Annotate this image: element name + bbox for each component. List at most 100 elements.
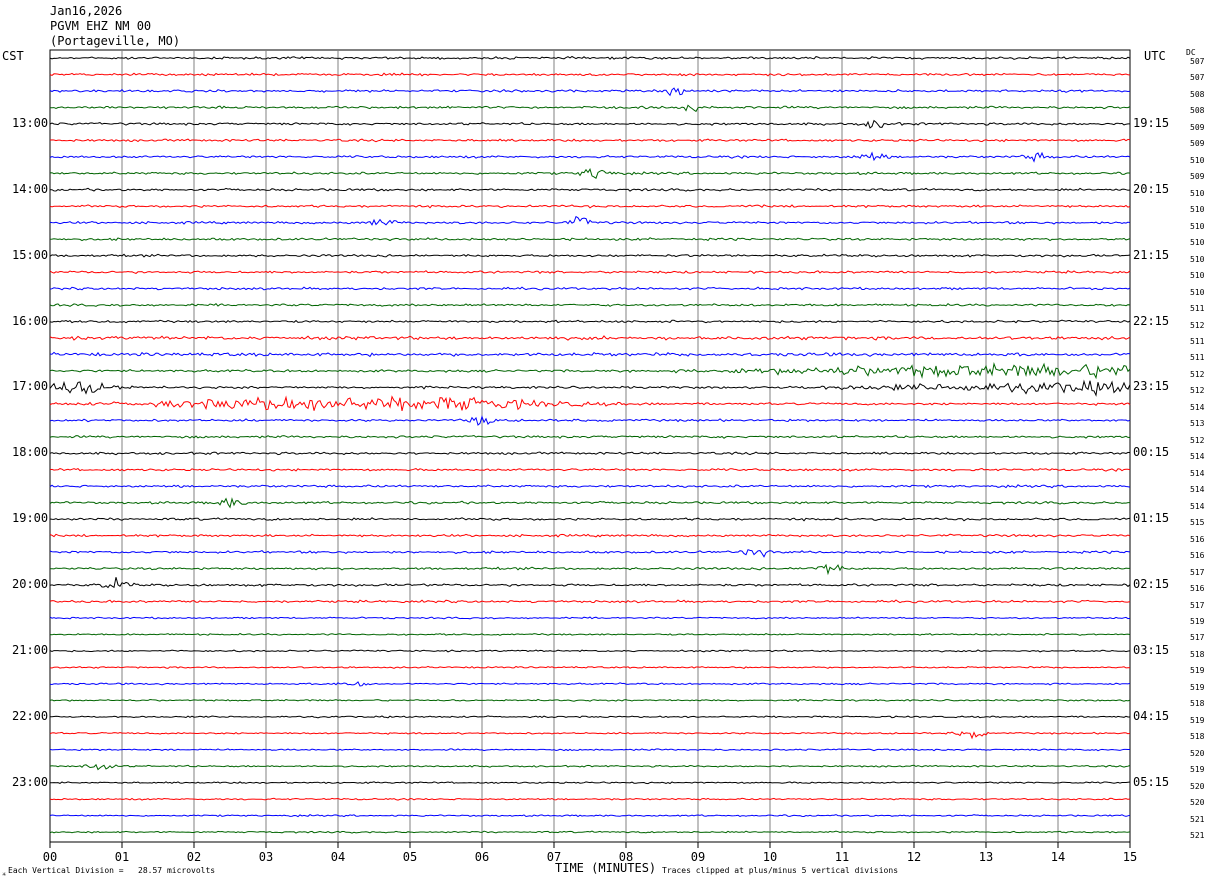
dc-value: 507 bbox=[1190, 57, 1205, 66]
cst-hour-label: 15:00 bbox=[12, 247, 49, 262]
seismic-trace bbox=[49, 616, 1131, 620]
seismic-trace bbox=[49, 151, 1131, 163]
dc-value: 510 bbox=[1190, 188, 1205, 198]
dc-value: 515 bbox=[1190, 518, 1205, 528]
dc-value: 517 bbox=[1190, 600, 1205, 610]
dc-value: 514 bbox=[1190, 468, 1205, 478]
dc-value: 508 bbox=[1190, 89, 1205, 99]
dc-value: 510 bbox=[1190, 287, 1205, 297]
cst-hour-label: 21:00 bbox=[12, 642, 49, 657]
scale-note: Each Vertical Division = 28.57 microvolt… bbox=[8, 866, 216, 875]
seismic-trace bbox=[49, 72, 1131, 77]
x-tick-label: 15 bbox=[1123, 850, 1137, 864]
seismic-trace bbox=[49, 649, 1131, 653]
dc-value: 512 bbox=[1190, 435, 1205, 445]
seismic-trace bbox=[49, 549, 1131, 558]
x-tick-label: 14 bbox=[1051, 850, 1065, 864]
utc-hour-label: 19:15 bbox=[1133, 115, 1170, 130]
seismic-trace bbox=[49, 395, 1131, 412]
dc-value: 517 bbox=[1190, 567, 1205, 577]
dc-value: 509 bbox=[1190, 122, 1205, 132]
seismic-trace bbox=[49, 577, 1131, 589]
dc-value: 510 bbox=[1190, 254, 1205, 264]
x-tick-label: 10 bbox=[763, 850, 777, 864]
utc-hour-label: 22:15 bbox=[1133, 313, 1170, 328]
dc-value: 519 bbox=[1190, 666, 1205, 676]
x-tick-label: 00 bbox=[43, 850, 57, 864]
seismic-trace bbox=[49, 632, 1131, 636]
utc-hour-label: 20:15 bbox=[1133, 181, 1170, 196]
utc-hour-label: 02:15 bbox=[1133, 577, 1170, 592]
seismic-trace bbox=[49, 215, 1131, 226]
cst-hour-label: 13:00 bbox=[12, 115, 49, 130]
left-axis-label: CST bbox=[2, 49, 24, 63]
dc-value: 518 bbox=[1190, 649, 1205, 659]
dc-value: 519 bbox=[1190, 616, 1205, 626]
seismic-trace bbox=[50, 715, 1130, 719]
x-tick-label: 08 bbox=[619, 850, 633, 864]
seismic-trace bbox=[49, 434, 1131, 439]
seismic-trace bbox=[49, 830, 1131, 834]
cst-hour-label: 14:00 bbox=[12, 181, 49, 196]
seismic-trace bbox=[49, 467, 1131, 472]
seismic-trace bbox=[49, 204, 1131, 209]
cst-hour-label: 18:00 bbox=[12, 445, 49, 460]
seismic-trace bbox=[49, 748, 1130, 752]
seismic-trace bbox=[49, 665, 1131, 669]
x-tick-label: 13 bbox=[979, 850, 993, 864]
cst-hour-label: 17:00 bbox=[12, 379, 49, 394]
dc-value: 513 bbox=[1190, 419, 1205, 429]
clip-note: Traces clipped at plus/minus 5 vertical … bbox=[662, 866, 899, 875]
dc-value: 514 bbox=[1190, 402, 1205, 412]
seismic-trace bbox=[49, 55, 1131, 60]
x-axis-title: TIME (MINUTES) bbox=[555, 861, 657, 875]
dc-value: 509 bbox=[1190, 139, 1205, 149]
seismic-trace bbox=[49, 698, 1131, 702]
seismic-trace bbox=[49, 270, 1131, 275]
utc-hour-label: 05:15 bbox=[1133, 774, 1170, 789]
dc-value: 520 bbox=[1190, 781, 1205, 791]
cst-hour-label: 19:00 bbox=[12, 511, 49, 526]
dc-value: 512 bbox=[1190, 386, 1205, 396]
cst-hour-label: 20:00 bbox=[12, 577, 49, 592]
cst-hour-label: 22:00 bbox=[12, 708, 49, 723]
plot-frame bbox=[49, 49, 1131, 843]
utc-hour-label: 21:15 bbox=[1133, 247, 1170, 262]
seismic-trace bbox=[49, 497, 1130, 509]
dc-value: 512 bbox=[1190, 320, 1205, 330]
seismic-trace bbox=[49, 362, 1131, 380]
dc-value: 510 bbox=[1190, 155, 1205, 165]
x-tick-label: 03 bbox=[259, 850, 273, 864]
cst-hour-label: 16:00 bbox=[12, 313, 49, 328]
seismic-trace bbox=[49, 415, 1131, 426]
x-tick-label: 09 bbox=[691, 850, 705, 864]
dc-value: 517 bbox=[1190, 633, 1205, 643]
x-tick-label: 04 bbox=[331, 850, 345, 864]
seismic-trace bbox=[49, 138, 1131, 143]
dc-value: 518 bbox=[1190, 699, 1205, 709]
seismic-trace bbox=[49, 484, 1131, 489]
seismic-trace bbox=[49, 253, 1131, 258]
chart-header: Jan16,2026 PGVM EHZ NM 00 (Portageville,… bbox=[50, 4, 180, 49]
seismic-trace bbox=[49, 533, 1131, 538]
seismic-trace bbox=[49, 763, 1131, 771]
dc-value: 512 bbox=[1190, 369, 1205, 379]
right-axis-label: UTC bbox=[1144, 49, 1166, 63]
x-tick-label: 12 bbox=[907, 850, 921, 864]
dc-value: 510 bbox=[1190, 221, 1205, 231]
seismic-trace bbox=[49, 119, 1130, 129]
x-tick-label: 06 bbox=[475, 850, 489, 864]
dc-value: 514 bbox=[1190, 485, 1205, 495]
station-location: (Portageville, MO) bbox=[50, 34, 181, 48]
dc-value: 514 bbox=[1190, 452, 1205, 462]
utc-hour-label: 23:15 bbox=[1133, 379, 1170, 394]
seismic-trace bbox=[49, 731, 1131, 740]
dc-value: 511 bbox=[1190, 336, 1205, 346]
dc-value: 511 bbox=[1190, 353, 1205, 363]
dc-value: 521 bbox=[1190, 831, 1205, 841]
seismic-trace bbox=[49, 187, 1131, 192]
seismic-trace bbox=[49, 87, 1131, 97]
dc-value: 518 bbox=[1190, 732, 1205, 742]
cst-hour-label: 23:00 bbox=[12, 774, 49, 789]
